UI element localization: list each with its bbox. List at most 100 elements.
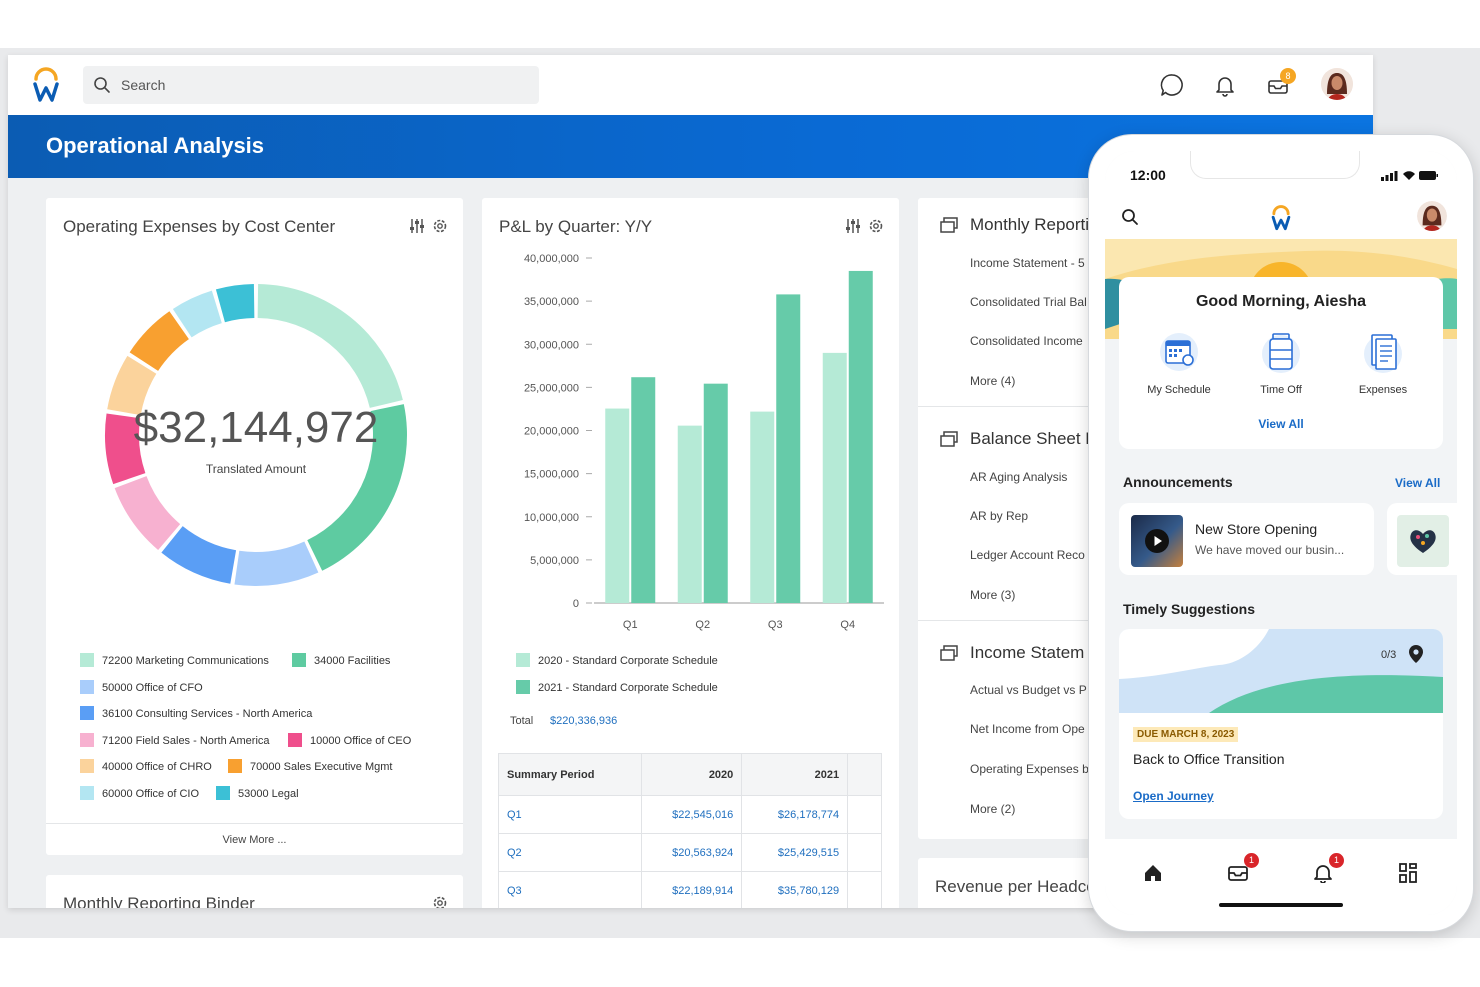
- notifications-bell-icon[interactable]: [1212, 72, 1238, 98]
- y-axis-tick-label: 5,000,000: [530, 555, 579, 567]
- report-link[interactable]: Consolidated Income: [970, 334, 1083, 348]
- bar[interactable]: [822, 352, 847, 603]
- more-reports-link[interactable]: More (4): [970, 374, 1016, 388]
- settings-gear-icon[interactable]: [431, 894, 449, 908]
- value-cell-2020[interactable]: $22,189,914: [641, 871, 743, 908]
- bar[interactable]: [677, 425, 702, 603]
- user-avatar[interactable]: [1321, 68, 1353, 100]
- report-link[interactable]: Income Statement - 5: [970, 256, 1085, 270]
- balance-sheet-title[interactable]: Balance Sheet F: [970, 429, 1096, 448]
- legend-item[interactable]: 40000 Office of CHRO: [80, 759, 212, 773]
- announcements-view-all-link[interactable]: View All: [1395, 476, 1441, 490]
- donut-slice[interactable]: [129, 311, 189, 371]
- settings-gear-icon[interactable]: [431, 217, 449, 235]
- search-bar[interactable]: Search: [83, 66, 539, 104]
- value-cell-2020[interactable]: $20,563,924: [641, 833, 743, 872]
- period-cell[interactable]: Q3: [497, 871, 643, 908]
- view-all-link[interactable]: View All: [1258, 417, 1304, 431]
- column-header-summary-period[interactable]: Summary Period: [497, 753, 643, 796]
- donut-slice[interactable]: [215, 284, 255, 323]
- y-axis-tick-label: 30,000,000: [524, 339, 579, 351]
- legend-item[interactable]: 71200 Field Sales - North America: [80, 732, 270, 747]
- bar[interactable]: [750, 411, 775, 603]
- legend-item[interactable]: 36100 Consulting Services - North Americ…: [80, 706, 312, 720]
- value-cell-2021[interactable]: $26,178,774: [741, 795, 849, 834]
- bar[interactable]: [703, 383, 728, 603]
- report-link[interactable]: AR by Rep: [970, 509, 1029, 523]
- legend-item[interactable]: 2020 - Standard Corporate Schedule: [516, 653, 718, 667]
- chat-icon[interactable]: [1159, 72, 1185, 98]
- suggestion-card[interactable]: 0/3 DUE MARCH 8, 2023 Back to Office Tra…: [1119, 629, 1443, 819]
- inbox-tab-icon[interactable]: [1227, 863, 1249, 883]
- value-cell-2021[interactable]: $35,780,129: [741, 871, 849, 908]
- donut-slice[interactable]: [107, 355, 157, 416]
- period-cell[interactable]: Q1: [497, 795, 643, 834]
- search-icon[interactable]: [1121, 208, 1139, 226]
- phone-notch: [1190, 151, 1360, 179]
- report-link[interactable]: AR Aging Analysis: [970, 470, 1068, 484]
- bar[interactable]: [605, 408, 630, 603]
- legend-item[interactable]: 2021 - Standard Corporate Schedule: [516, 679, 718, 694]
- announcement-card[interactable]: New Store Opening We have moved our busi…: [1119, 503, 1374, 575]
- mobile-phone-frame: 12:00: [1088, 134, 1474, 932]
- announcement-card-next[interactable]: [1387, 503, 1457, 575]
- legend-item[interactable]: 34000 Facilities: [292, 653, 390, 667]
- quick-action-time-off[interactable]: Time Off: [1241, 332, 1321, 404]
- legend-label: 2020 - Standard Corporate Schedule: [538, 655, 718, 667]
- x-axis-tick-label: Q2: [695, 619, 710, 631]
- value-cell-2020[interactable]: $22,545,016: [641, 795, 743, 834]
- more-reports-link[interactable]: More (2): [970, 802, 1016, 816]
- workday-logo[interactable]: [32, 67, 60, 103]
- monthly-reporting-title[interactable]: Monthly Reporti: [970, 215, 1090, 234]
- filter-sliders-icon[interactable]: [844, 217, 862, 235]
- more-reports-link[interactable]: More (3): [970, 588, 1016, 602]
- value-cell-2021[interactable]: $25,429,515: [741, 833, 849, 872]
- legend-label: 71200 Field Sales - North America: [102, 734, 270, 747]
- pl-summary-table: Summary Period 2020 2021 Q1 $22,545,016 …: [497, 753, 882, 908]
- quick-action-expenses[interactable]: Expenses: [1343, 332, 1423, 404]
- legend-item[interactable]: 10000 Office of CEO: [288, 732, 411, 747]
- expenses-document-icon: [1364, 334, 1402, 373]
- legend-swatch: [80, 785, 94, 800]
- play-video-icon[interactable]: [1145, 529, 1169, 553]
- legend-item[interactable]: 50000 Office of CFO: [80, 679, 203, 694]
- view-more-link[interactable]: View More ...: [222, 834, 287, 846]
- bar[interactable]: [776, 294, 801, 603]
- donut-slice[interactable]: [307, 404, 408, 571]
- column-header-2021[interactable]: 2021: [741, 753, 849, 796]
- donut-slice[interactable]: [172, 290, 222, 338]
- quick-action-my-schedule[interactable]: My Schedule: [1139, 332, 1219, 404]
- filter-sliders-icon[interactable]: [408, 217, 426, 235]
- column-header-2020[interactable]: 2020: [641, 753, 743, 796]
- inbox-icon[interactable]: [1265, 72, 1291, 98]
- donut-slice[interactable]: [234, 541, 319, 586]
- report-link[interactable]: Actual vs Budget vs P: [970, 683, 1087, 697]
- donut-slice[interactable]: [257, 284, 403, 408]
- user-avatar[interactable]: [1417, 201, 1447, 231]
- open-journey-link[interactable]: Open Journey: [1133, 789, 1214, 803]
- income-statement-title[interactable]: Income Statem: [970, 643, 1085, 662]
- period-cell[interactable]: Q2: [497, 833, 643, 872]
- home-tab-icon[interactable]: [1143, 863, 1163, 883]
- search-placeholder: Search: [121, 77, 166, 93]
- donut-slice[interactable]: [114, 476, 181, 550]
- bar[interactable]: [848, 270, 873, 603]
- notifications-tab-icon[interactable]: [1313, 863, 1333, 883]
- settings-gear-icon[interactable]: [867, 217, 885, 235]
- report-link[interactable]: Operating Expenses b: [970, 762, 1089, 776]
- legend-item[interactable]: 53000 Legal: [216, 785, 299, 800]
- report-link[interactable]: Net Income from Ope: [970, 722, 1085, 736]
- donut-slice[interactable]: [105, 413, 146, 485]
- legend-item[interactable]: 60000 Office of CIO: [80, 785, 199, 800]
- pl-total-value[interactable]: $220,336,936: [550, 715, 618, 727]
- status-bar: 12:00: [1105, 151, 1457, 197]
- apps-tab-icon[interactable]: [1399, 863, 1417, 883]
- donut-slice[interactable]: [161, 526, 237, 584]
- bar[interactable]: [631, 377, 656, 603]
- workday-logo[interactable]: [1271, 205, 1291, 231]
- reports-card: Monthly Reporti Income Statement - 5 Con…: [918, 198, 1118, 839]
- legend-item[interactable]: 72200 Marketing Communications: [80, 653, 269, 667]
- legend-item[interactable]: 70000 Sales Executive Mgmt: [228, 759, 392, 773]
- report-link[interactable]: Ledger Account Reco: [970, 548, 1085, 562]
- report-link[interactable]: Consolidated Trial Bal: [970, 295, 1087, 309]
